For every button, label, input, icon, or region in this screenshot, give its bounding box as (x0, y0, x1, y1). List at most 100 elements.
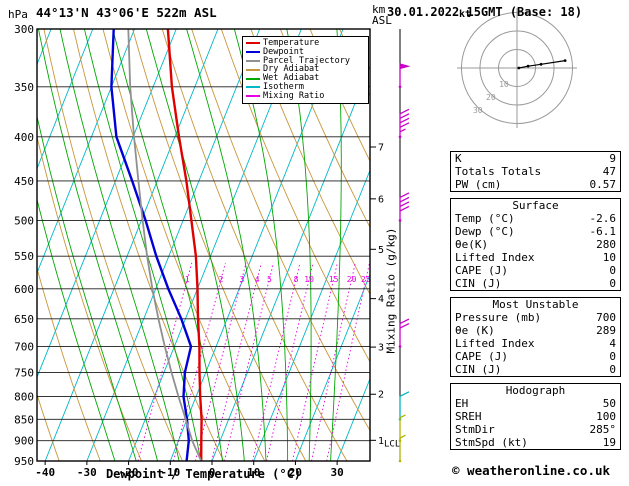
pressure-tick-label: 700 (14, 341, 34, 354)
pressure-tick-label: 500 (14, 214, 34, 227)
pressure-tick-label: 600 (14, 283, 34, 296)
legend-label: Parcel Trajectory (263, 55, 350, 66)
hodograph-ring-label: 10 (499, 80, 509, 89)
hodograph-ring-label: 30 (473, 106, 483, 115)
index-label: StmSpd (kt) (455, 436, 528, 449)
legend-swatch (246, 59, 260, 62)
hodograph-ring-label: 20 (486, 93, 496, 102)
index-label: SREH (455, 410, 482, 423)
altitude-unit-km: km (372, 3, 386, 16)
index-row: Dewp (°C) -6.1 (451, 225, 620, 238)
hodograph-trace-point (563, 59, 567, 62)
hodograph-trace (518, 60, 566, 69)
index-row: θe (K) 289 (451, 324, 620, 337)
km-tick-label: 2 (378, 390, 384, 401)
index-value: 100 (596, 410, 616, 423)
section-header: Surface (512, 199, 559, 212)
x-axis-title: Dewpoint / Temperature (°C) (105, 467, 302, 481)
pressure-tick-label: 550 (14, 250, 34, 263)
index-label: Lifted Index (455, 337, 535, 350)
lcl-label: LCL (384, 439, 400, 449)
index-label: θe(K) (455, 238, 489, 251)
pressure-tick-label: 750 (14, 366, 34, 379)
legend-swatch (246, 77, 260, 80)
legend-swatch (246, 51, 260, 54)
pressure-tick-label: 350 (14, 81, 34, 94)
wind-barb (398, 108, 410, 139)
mixing-ratio-labels: 1 2 3 4 5 8 10 15 20 25 (185, 275, 371, 284)
legend-item-isotherm: Isotherm (246, 83, 365, 92)
index-label: CAPE (J) (455, 350, 508, 363)
mixing-ratio-label: 10 (304, 275, 314, 284)
km-tick-label: 6 (378, 194, 384, 205)
km-tick-label: 4 (378, 294, 384, 305)
km-tick-label: 7 (378, 142, 384, 153)
temperature-tick-label: -30 (77, 466, 97, 479)
legend-box: Temperature Dewpoint Parcel Trajectory Dry … (242, 36, 369, 104)
index-label: Lifted Index (455, 251, 535, 264)
index-label: StmDir (455, 423, 495, 436)
index-value: 19 (602, 436, 616, 449)
index-label: CAPE (J) (455, 264, 508, 277)
mixing-ratio-label: 4 (255, 275, 260, 284)
mixing-ratio-label: 5 (267, 275, 272, 284)
datetime-label: 30.01.2022 15GMT (Base: 18) (387, 5, 583, 19)
pressure-tick-label: 800 (14, 391, 34, 404)
copyright: © weatheronline.co.uk (452, 463, 611, 478)
legend-swatch (246, 68, 260, 71)
temperature-tick-label: -40 (35, 466, 55, 479)
mixing-ratio-label: 2 (219, 275, 224, 284)
index-label: K (455, 152, 462, 165)
pressure-tick-labels: 300 350 400 450 500 550 600 650 700 750 800 850 900 9… (14, 23, 34, 468)
index-value: -6.1 (589, 225, 617, 238)
mixing-ratio-label: 3 (239, 275, 244, 284)
index-value: 0.57 (589, 178, 617, 191)
plot-border (36, 28, 371, 462)
temperature-tick-label: -20 (119, 466, 139, 479)
pressure-tick-label: 900 (14, 435, 34, 448)
mixing-ratio-axis-title: Mixing Ratio (g/kg) (384, 227, 398, 354)
index-value: 9 (609, 152, 616, 165)
legend-item-temperature: Temperature (246, 39, 365, 48)
pressure-tick-label: 450 (14, 175, 34, 188)
mixing-ratio-label: 15 (329, 275, 339, 284)
km-tick-label: 5 (378, 245, 384, 256)
index-label: Temp (°C) (455, 212, 515, 225)
wind-barb (398, 414, 406, 443)
km-tick-label: 1 (378, 436, 384, 447)
km-scale: 1 2 3 4 5 6 7 LCL (370, 142, 400, 449)
index-value: 0 (609, 277, 616, 290)
index-value: 0 (609, 363, 616, 376)
indices-section-most-unstable: Most Unstable Pressure (mb) 700 θe (K) 289 Li… (450, 297, 621, 377)
legend-label: Dry Adiabat (263, 64, 320, 75)
section-header: Hodograph (505, 384, 566, 397)
index-row: StmDir 285° (451, 423, 620, 436)
index-row: CIN (J) 0 (451, 363, 620, 376)
index-row: θe(K) 280 (451, 238, 620, 251)
index-row: CIN (J) 0 (451, 277, 620, 290)
legend-label: Isotherm (263, 81, 304, 92)
index-value: 289 (596, 324, 616, 337)
index-label: CIN (J) (455, 363, 502, 376)
pressure-tick-label: 400 (14, 131, 34, 144)
altitude-unit-asl: ASL (372, 14, 392, 27)
pressure-tick-label: 300 (14, 23, 34, 36)
index-row: CAPE (J) 0 (451, 350, 620, 363)
hodograph-trace-point (517, 66, 521, 70)
wind-barbs (398, 63, 411, 463)
index-label: EH (455, 397, 469, 410)
index-row: Totals Totals 47 (451, 165, 620, 178)
mixing-ratio-label: 1 (185, 275, 190, 284)
mixing-ratio-label: 25 (361, 275, 371, 284)
index-value: 700 (596, 311, 616, 324)
wind-barb (398, 318, 410, 348)
temperature-tick-labels: -40 -30 -20 -10 0 10 20 30 (35, 461, 344, 479)
legend-swatch (246, 95, 260, 98)
hodograph-unit-label: kt (459, 9, 471, 20)
profiles (110, 29, 203, 461)
pressure-tick-label: 650 (14, 313, 34, 326)
index-value: 285° (589, 423, 617, 436)
legend-label: Temperature (263, 38, 320, 48)
index-row: Lifted Index 4 (451, 337, 620, 350)
